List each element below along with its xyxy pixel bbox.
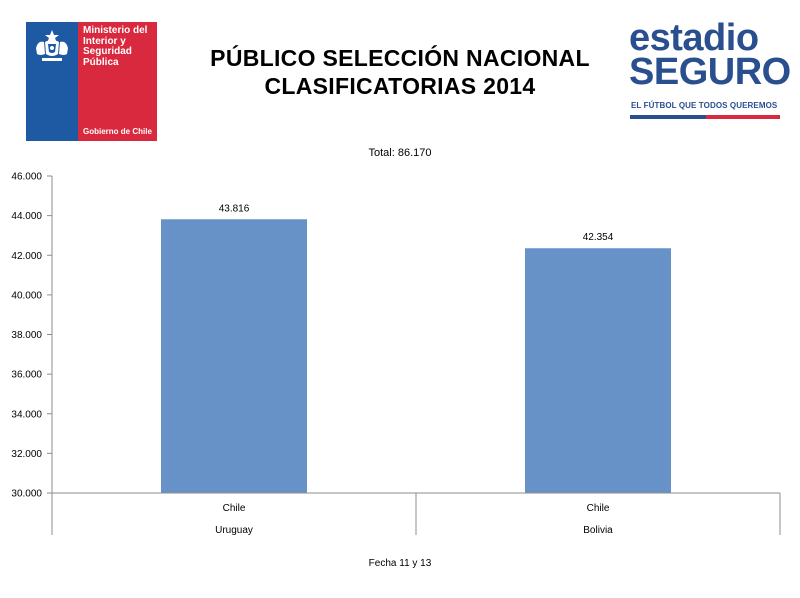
gobierno-de-chile-logo: Ministerio del Interior y Seguridad Públ… (26, 22, 157, 141)
y-tick-label: 30.000 (11, 489, 42, 500)
bar-value-label: 42.354 (583, 232, 614, 243)
gobierno-label: Gobierno de Chile (83, 127, 152, 136)
logo-stripe-blue (630, 115, 706, 119)
estadio-seguro-logo: estadio SEGURO EL FÚTBOL QUE TODOS QUERE… (629, 18, 791, 122)
x-category-label-bottom: Bolivia (583, 525, 613, 536)
y-tick-label: 40.000 (11, 290, 42, 301)
chart-footer-note: Fecha 11 y 13 (368, 558, 432, 569)
x-axis: Chile Uruguay Chile Bolivia (51, 492, 781, 536)
chile-coat-of-arms-icon (36, 30, 68, 61)
y-tick-label: 44.000 (11, 211, 42, 222)
x-category-label-top: Chile (587, 503, 610, 514)
logo-word-estadio: estadio (629, 17, 759, 59)
logo-tagline: EL FÚTBOL QUE TODOS QUEREMOS (631, 101, 778, 110)
bar (161, 219, 307, 493)
bar (525, 248, 671, 493)
title-line-1: PÚBLICO SELECCIÓN NACIONAL (210, 45, 590, 71)
x-category-label-bottom: Uruguay (215, 525, 253, 536)
logo-red-panel (78, 22, 157, 141)
x-category-label-top: Chile (223, 503, 246, 514)
logo-word-seguro: SEGURO (629, 51, 791, 93)
ministry-name: Ministerio del Interior y Seguridad Públ… (83, 25, 148, 68)
title-line-2: CLASIFICATORIAS 2014 (264, 73, 536, 99)
y-tick-label: 46.000 (11, 172, 42, 183)
y-axis: 30.000 32.000 34.000 36.000 38.000 40.000 42.0… (11, 172, 53, 500)
bars: 43.816 42.354 (161, 203, 671, 493)
attendance-bar-chart: 30.000 32.000 34.000 36.000 38.000 40.000 42.0… (11, 172, 781, 536)
y-tick-label: 32.000 (11, 449, 42, 460)
y-tick-label: 42.000 (11, 251, 42, 262)
logo-stripe-red (706, 115, 780, 119)
y-tick-label: 36.000 (11, 370, 42, 381)
y-tick-label: 38.000 (11, 330, 42, 341)
y-tick-label: 34.000 (11, 409, 42, 420)
bar-value-label: 43.816 (219, 203, 250, 214)
chart-subtitle: Total: 86.170 (368, 147, 432, 159)
page-title: PÚBLICO SELECCIÓN NACIONAL CLASIFICATORI… (180, 44, 620, 100)
